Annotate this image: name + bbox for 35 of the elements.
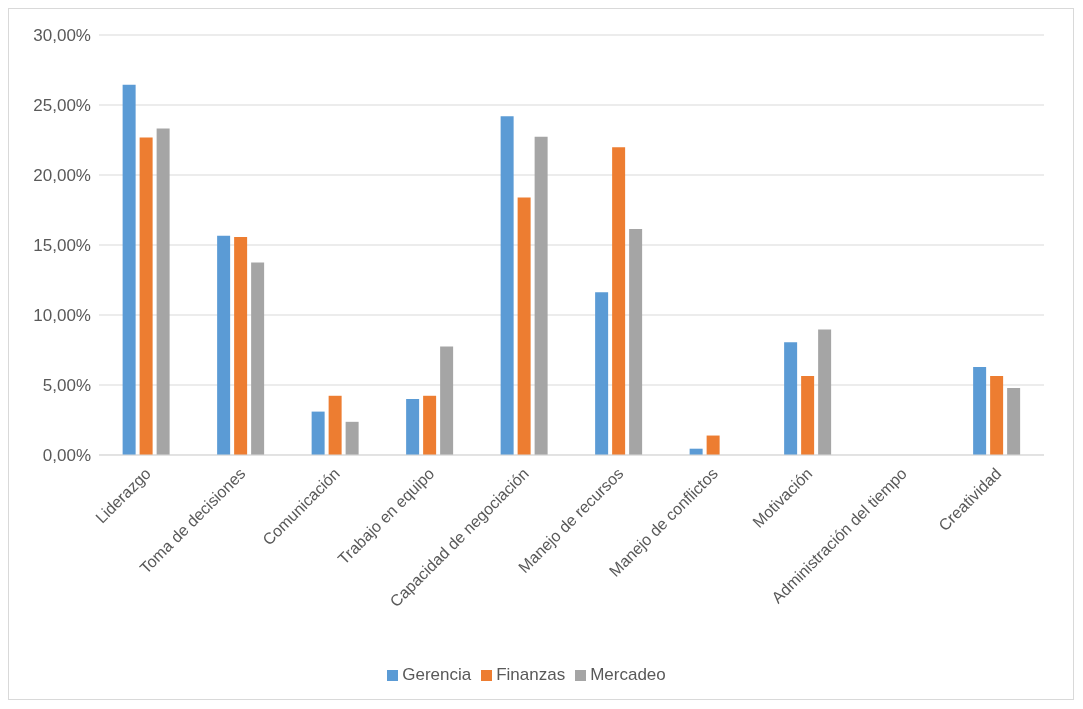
y-tick-label: 5,00% — [42, 376, 91, 396]
y-tick-label: 10,00% — [33, 306, 91, 326]
y-tick-label: 25,00% — [33, 96, 91, 116]
bar — [311, 411, 325, 455]
bar — [251, 262, 265, 455]
bar — [234, 236, 248, 455]
bar — [534, 136, 548, 455]
legend-label: Finanzas — [496, 665, 566, 684]
bar — [406, 399, 420, 455]
bar — [990, 375, 1004, 455]
bar — [440, 346, 454, 455]
bar — [217, 235, 231, 455]
bar — [629, 228, 643, 455]
bar — [784, 342, 798, 455]
bar — [345, 421, 359, 455]
y-tick-label: 20,00% — [33, 166, 91, 186]
legend-label: Gerencia — [402, 665, 472, 684]
legend-label: Mercadeo — [590, 665, 666, 684]
bar — [595, 292, 609, 455]
y-tick-label: 30,00% — [33, 26, 91, 46]
bar — [139, 137, 153, 455]
bar — [328, 395, 342, 455]
bar — [156, 128, 170, 455]
bar — [612, 147, 626, 455]
bar — [500, 116, 514, 455]
bar — [818, 329, 832, 455]
bar — [122, 84, 136, 455]
bar — [517, 197, 531, 455]
bar — [423, 395, 437, 455]
bar — [706, 435, 720, 455]
bar — [973, 367, 987, 455]
y-tick-label: 15,00% — [33, 236, 91, 256]
y-tick-label: 0,00% — [42, 446, 91, 466]
bar — [1007, 387, 1021, 455]
bar — [801, 375, 815, 455]
